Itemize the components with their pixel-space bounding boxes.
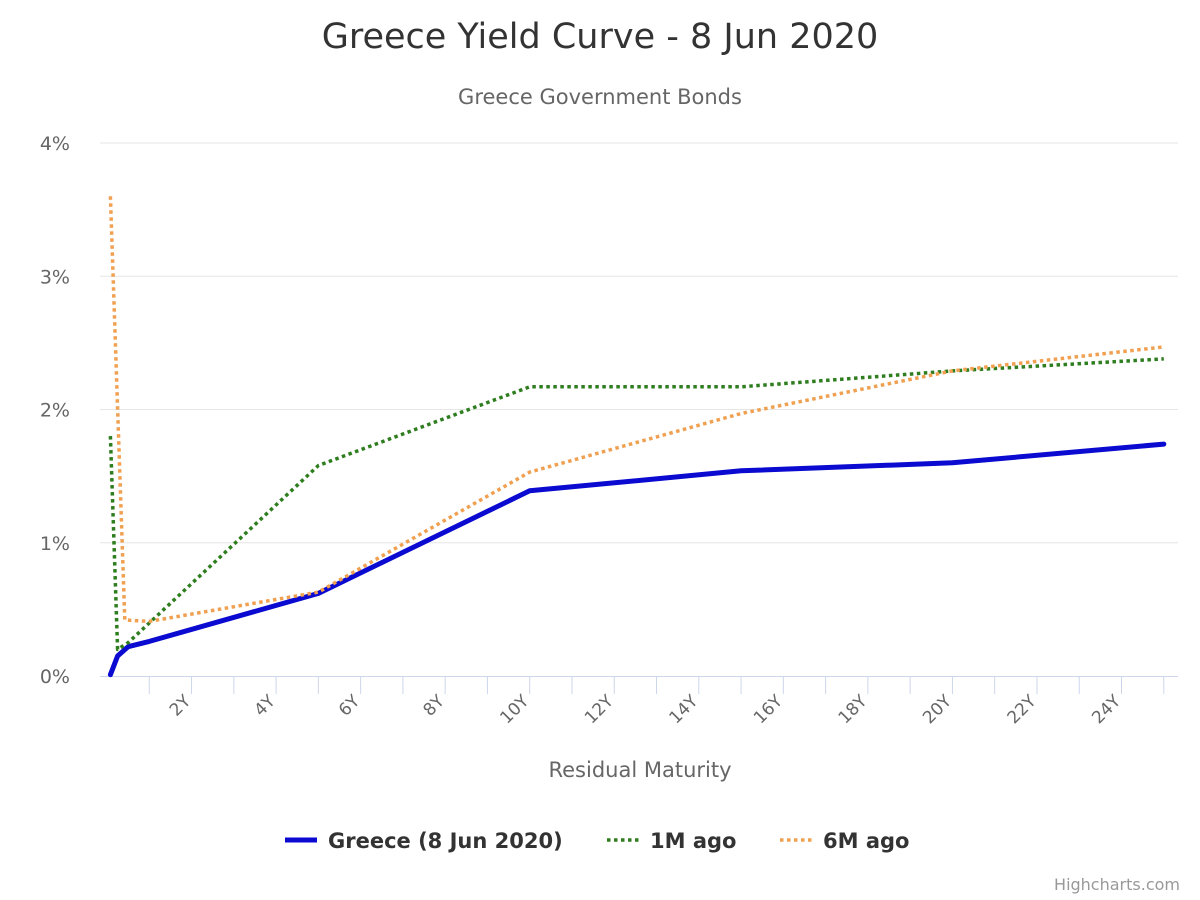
- legend-item[interactable]: Greece (8 Jun 2020): [285, 829, 563, 853]
- series-line: [108, 357, 1164, 652]
- y-tick-label: 4%: [40, 133, 70, 155]
- y-tick-label: 2%: [40, 400, 70, 422]
- x-tick-label: 18Y: [835, 691, 872, 728]
- legend-label: 1M ago: [650, 829, 736, 853]
- x-axis: 2Y 4Y 6Y 8Y 10Y 12Y 14Y 16Y 18Y 20Y 22Y 24Y: [100, 676, 1178, 728]
- series-lines: [107, 196, 1167, 678]
- legend-label: Greece (8 Jun 2020): [328, 829, 563, 853]
- x-tick-label: 24Y: [1088, 691, 1125, 728]
- x-tick-label: 6Y: [335, 691, 365, 721]
- legend: Greece (8 Jun 2020) 1M ago 6M ago: [285, 829, 909, 853]
- y-tick-label: 0%: [40, 666, 70, 688]
- chart-title: Greece Yield Curve - 8 Jun 2020: [322, 17, 879, 57]
- x-tick-label: 14Y: [666, 691, 703, 728]
- x-tick-label: 12Y: [581, 691, 618, 728]
- legend-item[interactable]: 6M ago: [780, 829, 909, 853]
- series-line: [108, 196, 1164, 624]
- x-tick-label: 20Y: [919, 691, 956, 728]
- chart-subtitle: Greece Government Bonds: [458, 85, 742, 109]
- x-tick-label: 2Y: [166, 691, 196, 721]
- y-axis-labels: 0% 1% 2% 3% 4%: [40, 133, 70, 688]
- x-tick-label: 8Y: [420, 691, 450, 721]
- y-tick-label: 1%: [40, 533, 70, 555]
- legend-item[interactable]: 1M ago: [607, 829, 736, 853]
- x-tick-label: 4Y: [250, 691, 280, 721]
- x-tick-label: 16Y: [750, 691, 787, 728]
- y-tick-label: 3%: [40, 266, 70, 288]
- credits-link[interactable]: Highcharts.com: [1054, 875, 1180, 894]
- grid-lines: [100, 142, 1178, 544]
- x-tick-label: 10Y: [496, 691, 533, 728]
- x-tick-label: 22Y: [1004, 691, 1041, 728]
- x-axis-title: Residual Maturity: [548, 758, 731, 782]
- series-line: [107, 441, 1167, 678]
- legend-label: 6M ago: [823, 829, 909, 853]
